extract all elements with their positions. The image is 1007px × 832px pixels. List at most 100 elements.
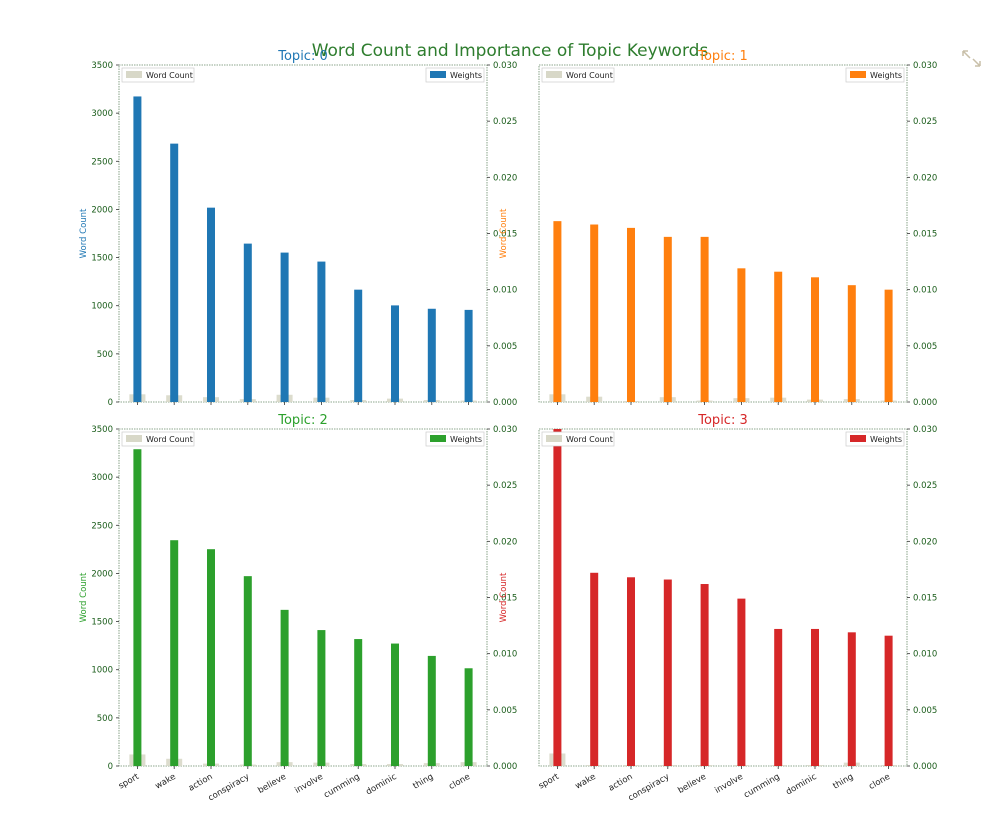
legend-word-count: Word Count [541, 67, 615, 83]
left-tick-label: 3500 [91, 61, 113, 71]
chart-panel-topic-0: 0 500 1000 1500 2000 2500 3000 3500 0.000 0.005 0.… [79, 49, 517, 408]
x-tick-label-action: action [607, 772, 635, 794]
shrink-arrows-icon[interactable] [962, 50, 981, 67]
weight-bar-clone [884, 635, 893, 766]
x-tick-label-cumming: cumming [742, 772, 781, 801]
x-tick-label-conspiracy: conspiracy [627, 772, 672, 804]
left-tick-label: 0 [108, 762, 113, 772]
x-tick-label-thing: thing [831, 772, 855, 792]
legend-weights: Weights [845, 67, 905, 83]
right-tick-label: 0.015 [493, 230, 517, 240]
right-tick-label: 0.015 [913, 230, 937, 240]
right-tick-label: 0.025 [913, 117, 937, 127]
y-axis-label: Word Count [79, 572, 89, 622]
legend-swatch [546, 435, 562, 442]
right-tick-label: 0.015 [493, 594, 517, 604]
weight-bar-sport [133, 449, 142, 766]
y-axis-label: Word Count [79, 208, 89, 258]
x-tick-label-believe: believe [676, 772, 708, 796]
weight-bar-action [207, 207, 215, 402]
legend-swatch [430, 71, 446, 78]
figure-title: Word Count and Importance of Topic Keywo… [312, 41, 709, 61]
weight-bar-sport [553, 221, 562, 402]
left-tick-label: 2500 [91, 157, 113, 167]
panel-title: Topic: 3 [697, 413, 747, 428]
legend-word-count: Word Count [541, 431, 615, 447]
weight-bar-cumming [354, 639, 363, 766]
x-tick-label-action: action [187, 772, 215, 794]
legend-label: Word Count [146, 435, 193, 444]
weight-bar-clone [464, 309, 473, 402]
weight-bar-thing [427, 655, 436, 766]
chart-panel-topic-3: 0.000 0.005 0.010 0.015 0.020 0.025 0.030 sport… [499, 413, 937, 804]
left-tick-label: 500 [97, 350, 113, 360]
weight-bar-thing [847, 632, 856, 766]
weight-bar-believe [280, 609, 289, 766]
left-tick-label: 2000 [91, 205, 113, 215]
legend-label: Word Count [146, 71, 193, 80]
right-tick-label: 0.030 [493, 425, 517, 435]
right-tick-label: 0.005 [913, 342, 937, 352]
right-tick-label: 0.000 [913, 762, 937, 772]
weight-bar-cumming [774, 271, 783, 402]
legend-swatch [546, 71, 562, 78]
right-tick-label: 0.030 [493, 61, 517, 71]
right-tick-label: 0.030 [913, 425, 937, 435]
left-tick-label: 500 [97, 714, 113, 724]
x-tick-label-sport: sport [537, 772, 562, 792]
legend-label: Weights [450, 435, 482, 444]
x-tick-label-wake: wake [154, 772, 178, 792]
weight-bar-clone [884, 289, 893, 402]
weight-bar-sport [553, 429, 562, 766]
weight-bar-thing [847, 285, 856, 402]
right-tick-label: 0.015 [913, 594, 937, 604]
right-tick-label: 0.020 [493, 537, 517, 547]
weight-bar-involve [317, 261, 326, 402]
right-tick-label: 0.025 [913, 481, 937, 491]
x-tick-label-thing: thing [411, 772, 435, 792]
weight-bar-action [627, 227, 635, 402]
x-tick-label-involve: involve [713, 772, 745, 796]
right-tick-label: 0.000 [493, 398, 517, 408]
legend-label: Weights [870, 71, 902, 80]
weight-bar-action [627, 577, 635, 766]
weight-bar-sport [133, 96, 142, 402]
x-tick-label-clone: clone [447, 772, 472, 792]
legend-swatch [850, 71, 866, 78]
x-tick-label-clone: clone [867, 772, 892, 792]
legend-word-count: Word Count [121, 67, 195, 83]
weight-bar-involve [737, 598, 746, 766]
legend-swatch [430, 435, 446, 442]
left-tick-label: 3000 [91, 109, 113, 119]
left-tick-label: 2500 [91, 521, 113, 531]
weight-bar-believe [280, 252, 289, 402]
left-tick-label: 1000 [91, 302, 113, 312]
x-tick-label-cumming: cumming [322, 772, 361, 801]
right-tick-label: 0.020 [913, 173, 937, 183]
legend-weights: Weights [425, 431, 485, 447]
right-tick-label: 0.025 [493, 481, 517, 491]
weight-bar-involve [737, 268, 746, 402]
weight-bar-conspiracy [243, 576, 252, 766]
weight-bar-wake [170, 540, 179, 766]
right-tick-label: 0.010 [913, 286, 937, 296]
weight-bar-conspiracy [663, 579, 672, 766]
weight-bar-wake [590, 572, 599, 766]
legend-label: Weights [450, 71, 482, 80]
left-tick-label: 3000 [91, 473, 113, 483]
right-tick-label: 0.000 [913, 398, 937, 408]
right-tick-label: 0.005 [493, 706, 517, 716]
panel-title: Topic: 2 [277, 413, 327, 428]
weight-bar-wake [170, 143, 179, 402]
legend-weights: Weights [425, 67, 485, 83]
weight-bar-believe [700, 236, 709, 402]
x-tick-label-wake: wake [574, 772, 598, 792]
legend-weights: Weights [845, 431, 905, 447]
left-tick-label: 3500 [91, 425, 113, 435]
right-tick-label: 0.025 [493, 117, 517, 127]
weight-bar-involve [317, 630, 326, 766]
chart-panel-topic-1: 0.000 0.005 0.010 0.015 0.020 0.025 0.030 Word … [499, 49, 937, 408]
right-tick-label: 0.020 [493, 173, 517, 183]
right-tick-label: 0.030 [913, 61, 937, 71]
